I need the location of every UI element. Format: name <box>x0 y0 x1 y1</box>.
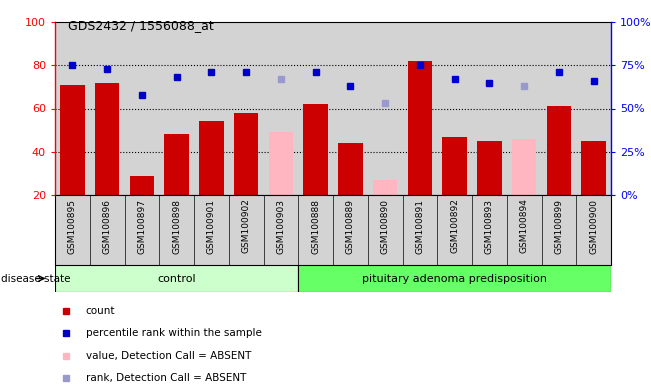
Bar <box>269 132 293 195</box>
Text: disease state: disease state <box>1 273 70 283</box>
Bar <box>130 175 154 195</box>
Text: GSM100896: GSM100896 <box>103 199 111 253</box>
Text: value, Detection Call = ABSENT: value, Detection Call = ABSENT <box>85 351 251 361</box>
Text: GSM100903: GSM100903 <box>277 199 285 253</box>
Text: GSM100897: GSM100897 <box>137 199 146 253</box>
Text: count: count <box>85 306 115 316</box>
Text: GSM100889: GSM100889 <box>346 199 355 253</box>
Text: control: control <box>158 273 196 283</box>
Bar <box>55 265 298 292</box>
Text: GSM100898: GSM100898 <box>172 199 181 253</box>
Bar <box>95 83 119 195</box>
Bar <box>477 141 501 195</box>
Text: GSM100888: GSM100888 <box>311 199 320 253</box>
Bar <box>60 85 85 195</box>
Text: GSM100900: GSM100900 <box>589 199 598 253</box>
Bar <box>443 137 467 195</box>
Bar <box>339 143 363 195</box>
Text: GSM100890: GSM100890 <box>381 199 390 253</box>
Text: rank, Detection Call = ABSENT: rank, Detection Call = ABSENT <box>85 373 246 383</box>
Text: GSM100893: GSM100893 <box>485 199 494 253</box>
Bar <box>408 61 432 195</box>
Text: GSM100902: GSM100902 <box>242 199 251 253</box>
Bar <box>512 139 536 195</box>
Text: pituitary adenoma predisposition: pituitary adenoma predisposition <box>362 273 547 283</box>
Bar <box>165 134 189 195</box>
Text: GSM100899: GSM100899 <box>555 199 563 253</box>
Text: GSM100895: GSM100895 <box>68 199 77 253</box>
Text: GSM100901: GSM100901 <box>207 199 216 253</box>
Bar <box>303 104 328 195</box>
Bar <box>581 141 606 195</box>
Bar <box>199 121 223 195</box>
Bar <box>373 180 397 195</box>
Bar <box>547 106 571 195</box>
Text: GDS2432 / 1556088_at: GDS2432 / 1556088_at <box>68 19 214 32</box>
Bar <box>298 265 611 292</box>
Text: GSM100892: GSM100892 <box>450 199 459 253</box>
Bar <box>234 113 258 195</box>
Text: GSM100894: GSM100894 <box>519 199 529 253</box>
Text: percentile rank within the sample: percentile rank within the sample <box>85 328 262 338</box>
Text: GSM100891: GSM100891 <box>415 199 424 253</box>
